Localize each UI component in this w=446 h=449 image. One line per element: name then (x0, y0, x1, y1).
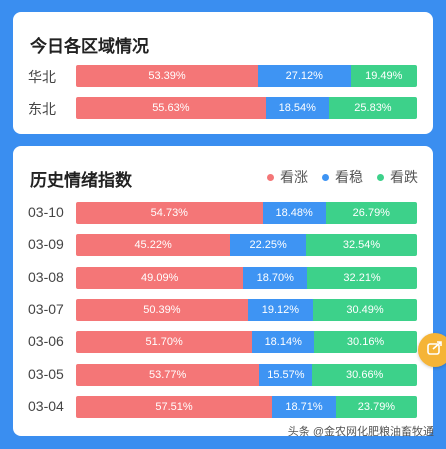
bar-row: 03-09 45.22% 22.25% 32.54% (13, 233, 433, 257)
legend-label-up: 看涨 (280, 169, 308, 185)
stacked-bar: 53.39% 27.12% 19.49% (76, 65, 417, 87)
segment-flat: 18.71% (272, 395, 336, 418)
stacked-bar: 50.39% 19.12% 30.49% (76, 298, 417, 321)
segment-down: 23.79% (335, 395, 417, 418)
segment-up: 50.39% (76, 298, 248, 321)
segment-flat: 18.48% (262, 202, 326, 224)
segment-up: 55.63% (76, 97, 266, 119)
stacked-bar: 57.51% 18.71% 23.79% (76, 395, 417, 418)
legend-item-up: 看涨 (267, 167, 308, 187)
segment-flat: 18.54% (265, 97, 329, 119)
legend-dot-flat (322, 173, 329, 181)
legend-dot-down (377, 173, 384, 181)
legend: 看涨 看稳 看跌 (267, 167, 418, 187)
share-icon (426, 339, 444, 362)
segment-down: 19.49% (350, 65, 417, 87)
bar-row: 03-08 49.09% 18.70% 32.21% (13, 266, 433, 290)
region-card: 今日各区域情况 华北 53.39% 27.12% 19.49% 东北 55.63% 18.5… (13, 12, 433, 134)
row-label: 03-09 (28, 236, 64, 253)
row-label: 03-07 (28, 300, 64, 317)
history-card: 历史情绪指数 看涨 看稳 看跌 03-10 54.73% 18.48% 26.79% 0… (13, 146, 433, 436)
segment-up: 54.73% (76, 202, 263, 224)
row-label: 03-10 (28, 204, 64, 220)
row-label: 03-04 (28, 397, 64, 414)
stacked-bar: 51.70% 18.14% 30.16% (76, 331, 417, 354)
stacked-bar: 49.09% 18.70% 32.21% (76, 266, 417, 289)
legend-label-down: 看跌 (390, 169, 418, 185)
segment-down: 32.54% (306, 234, 417, 257)
segment-down: 30.16% (314, 331, 417, 354)
history-card-title: 历史情绪指数 (30, 171, 132, 190)
segment-up: 53.39% (76, 65, 259, 87)
row-label: 03-08 (28, 268, 64, 285)
bar-row: 03-06 51.70% 18.14% 30.16% (13, 330, 433, 354)
segment-flat: 15.57% (259, 363, 313, 386)
stacked-bar: 53.77% 15.57% 30.66% (76, 363, 417, 386)
segment-up: 45.22% (76, 234, 231, 257)
segment-down: 26.79% (325, 202, 417, 224)
row-label: 东北 (28, 101, 56, 117)
segment-up: 51.70% (76, 331, 253, 354)
segment-up: 49.09% (76, 266, 244, 289)
segment-flat: 19.12% (247, 298, 314, 321)
bar-row: 03-10 54.73% 18.48% 26.79% (13, 201, 433, 225)
bar-row: 东北 55.63% 18.54% 25.83% (13, 96, 433, 120)
watermark: 头条 @金农网化肥粮油畜牧通 (287, 426, 434, 438)
segment-flat: 27.12% (258, 65, 351, 87)
bar-row: 03-07 50.39% 19.12% 30.49% (13, 298, 433, 322)
row-label: 03-05 (28, 365, 64, 382)
segment-down: 30.49% (313, 298, 417, 321)
share-button[interactable] (418, 333, 446, 367)
legend-item-flat: 看稳 (322, 167, 363, 187)
bar-row: 03-04 57.51% 18.71% 23.79% (13, 395, 433, 419)
segment-up: 57.51% (76, 395, 273, 418)
region-card-title: 今日各区域情况 (30, 37, 149, 56)
segment-up: 53.77% (76, 363, 260, 386)
bar-row: 03-05 53.77% 15.57% 30.66% (13, 363, 433, 387)
stacked-bar: 55.63% 18.54% 25.83% (76, 97, 417, 119)
segment-down: 30.66% (312, 363, 417, 386)
segment-down: 25.83% (328, 97, 417, 119)
segment-flat: 18.14% (252, 331, 315, 354)
row-label: 03-06 (28, 333, 64, 350)
segment-flat: 22.25% (230, 234, 307, 257)
stacked-bar: 45.22% 22.25% 32.54% (76, 234, 417, 257)
stacked-bar: 54.73% 18.48% 26.79% (76, 202, 417, 224)
legend-label-flat: 看稳 (335, 169, 363, 185)
row-label: 华北 (28, 69, 56, 85)
segment-flat: 18.70% (243, 266, 308, 289)
segment-down: 32.21% (307, 266, 417, 289)
legend-item-down: 看跌 (377, 167, 418, 187)
legend-dot-up (267, 173, 274, 181)
bar-row: 华北 53.39% 27.12% 19.49% (13, 64, 433, 88)
